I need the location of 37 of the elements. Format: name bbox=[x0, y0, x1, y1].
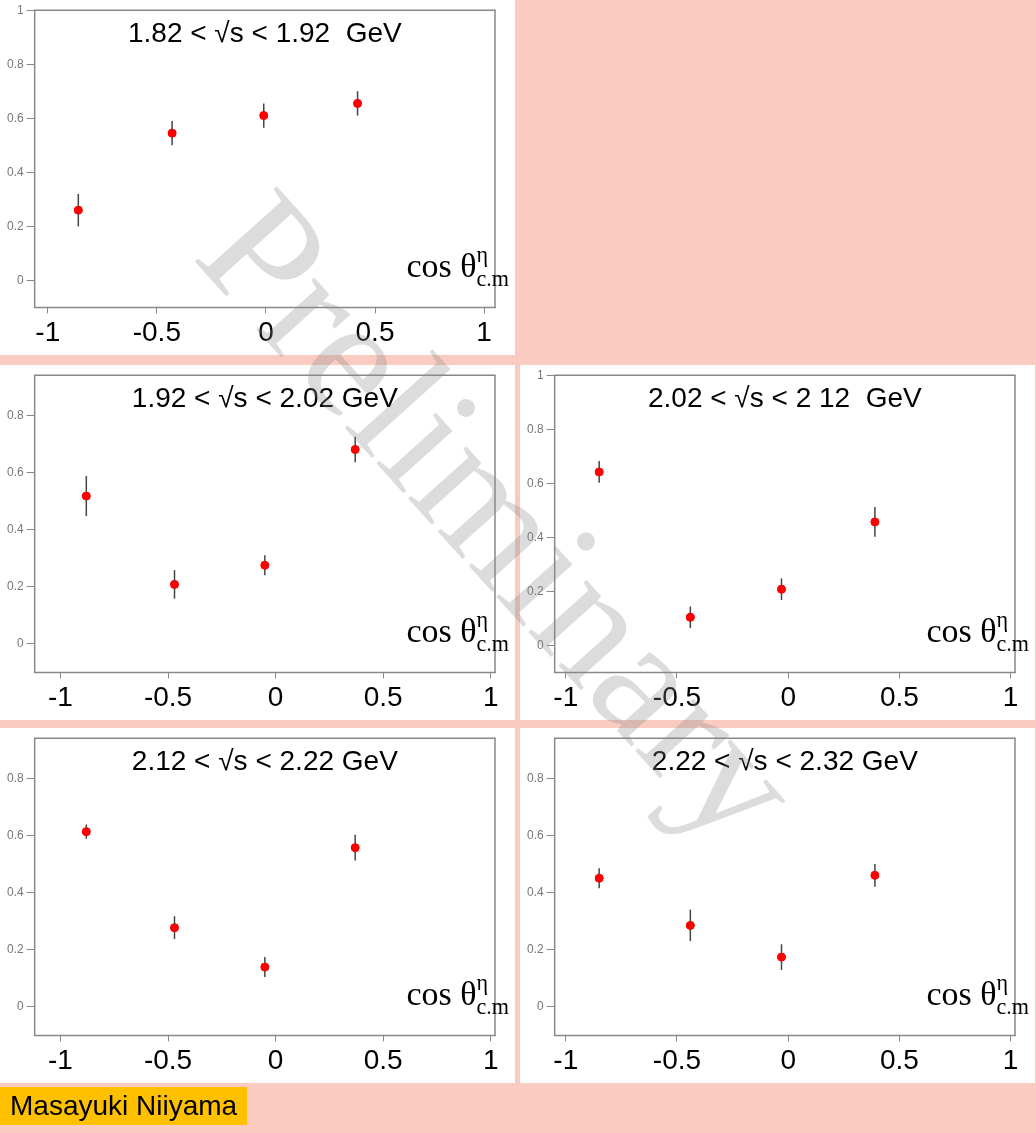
chart-title: 1.82 < √s < 1.92 GeV bbox=[127, 16, 403, 48]
x-tick-label: -0.5 bbox=[143, 1043, 193, 1075]
y-tick-label: 0.2 bbox=[6, 218, 24, 233]
x-tick-label: -1 bbox=[553, 1043, 579, 1075]
x-tick-label: -0.5 bbox=[132, 315, 181, 347]
x-tick-label: 0.5 bbox=[879, 680, 919, 712]
x-tick-label: 1 bbox=[1002, 680, 1019, 712]
x-tick-label: 0.5 bbox=[363, 1043, 403, 1075]
x-tick-label: 1 bbox=[1002, 1043, 1019, 1075]
x-tick-label: -1 bbox=[48, 680, 73, 712]
y-tick-label: 0.2 bbox=[526, 941, 544, 956]
y-tick-label: 0.8 bbox=[6, 770, 24, 785]
y-tick-label: 0.6 bbox=[6, 464, 24, 479]
x-tick-label: 0 bbox=[780, 1043, 796, 1075]
y-tick-label: 0 bbox=[536, 999, 544, 1014]
y-tick-label: 1 bbox=[16, 2, 24, 17]
y-tick-label: 0.6 bbox=[6, 827, 24, 842]
x-tick-label: -1 bbox=[48, 1043, 73, 1075]
y-tick-label: 0 bbox=[16, 636, 24, 651]
text: Masayuki Niiyama bbox=[0, 1087, 248, 1125]
x-tick-label: 1 bbox=[482, 1043, 499, 1075]
y-tick-label: 0.4 bbox=[526, 884, 544, 899]
y-tick-label: 0.4 bbox=[6, 164, 24, 179]
x-tick-label: 0.5 bbox=[879, 1043, 919, 1075]
y-tick-label: 0.4 bbox=[6, 884, 24, 899]
y-tick-label: 0.6 bbox=[6, 110, 24, 125]
x-tick-label: 0 bbox=[267, 1043, 284, 1075]
y-tick-label: 0.4 bbox=[6, 521, 24, 536]
y-tick-label: 0.8 bbox=[6, 56, 24, 71]
x-tick-label: -0.5 bbox=[652, 1043, 702, 1075]
y-tick-label: 0 bbox=[16, 272, 24, 287]
y-tick-label: 0.2 bbox=[6, 578, 24, 593]
x-tick-label: -0.5 bbox=[143, 680, 193, 712]
y-tick-label: 0 bbox=[16, 999, 24, 1014]
y-tick-label: 0.2 bbox=[6, 941, 24, 956]
x-tick-label: -1 bbox=[35, 315, 61, 347]
y-tick-label: 0.8 bbox=[6, 407, 24, 422]
